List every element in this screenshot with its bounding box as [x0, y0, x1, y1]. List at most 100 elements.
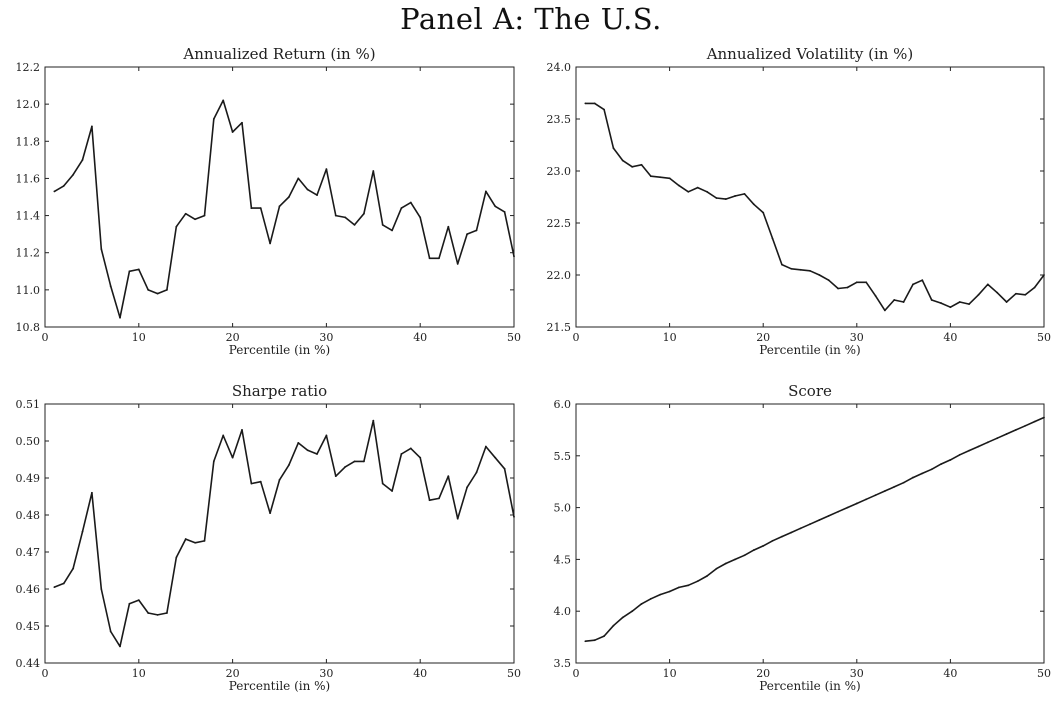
- data-point: [921, 472, 924, 475]
- data-point: [381, 223, 384, 226]
- data-point: [855, 502, 858, 505]
- data-point: [1024, 293, 1027, 296]
- x-axis-label: Percentile (in %): [229, 343, 330, 357]
- x-tick-label: 50: [1037, 667, 1051, 680]
- data-point: [81, 158, 84, 161]
- data-point: [968, 303, 971, 306]
- data-point: [612, 147, 615, 150]
- data-point: [287, 196, 290, 198]
- x-tick-label: 0: [573, 331, 580, 344]
- x-tick-label: 30: [850, 667, 864, 680]
- data-point: [996, 437, 999, 440]
- data-point: [893, 299, 896, 301]
- y-tick-label: 12.0: [16, 98, 41, 111]
- y-tick-label: 21.5: [547, 321, 572, 334]
- y-tick-label: 6.0: [554, 398, 572, 411]
- data-point: [231, 456, 234, 459]
- data-point: [212, 460, 215, 463]
- data-point: [743, 192, 746, 195]
- data-point: [855, 281, 858, 284]
- y-tick-label: 22.0: [547, 269, 572, 282]
- data-point: [456, 262, 459, 265]
- data-point: [344, 466, 347, 468]
- plot-frame: [575, 66, 1045, 328]
- data-point: [128, 602, 131, 605]
- data-point: [893, 485, 896, 488]
- data-point: [865, 281, 868, 284]
- data-point: [912, 476, 914, 479]
- data-point: [584, 102, 587, 105]
- data-point: [269, 242, 272, 245]
- data-point: [175, 556, 178, 559]
- data-point: [724, 562, 727, 565]
- x-tick-label: 10: [663, 667, 677, 680]
- x-tick-label: 0: [42, 667, 49, 680]
- data-point: [968, 449, 971, 452]
- data-point: [503, 210, 506, 213]
- data-point: [513, 255, 515, 258]
- data-point: [147, 288, 150, 291]
- data-point: [818, 274, 821, 276]
- data-point: [771, 539, 774, 542]
- x-tick-label: 10: [663, 331, 677, 344]
- data-point: [940, 302, 942, 304]
- chart-title: Annualized Volatility (in %): [706, 45, 914, 63]
- data-point: [344, 216, 347, 219]
- data-point: [212, 118, 215, 120]
- data-point: [724, 198, 727, 200]
- data-point: [484, 190, 487, 193]
- data-point: [100, 248, 103, 250]
- data-point: [977, 445, 980, 448]
- data-point: [715, 567, 718, 570]
- data-point: [1033, 286, 1036, 289]
- data-point: [743, 554, 746, 557]
- data-point: [603, 635, 605, 637]
- data-point: [659, 593, 662, 596]
- data-point: [166, 612, 168, 614]
- x-tick-label: 0: [573, 667, 580, 680]
- y-tick-label: 0.51: [16, 398, 41, 411]
- data-point: [958, 301, 961, 303]
- data-point: [419, 456, 422, 459]
- y-tick-label: 5.0: [554, 502, 572, 515]
- x-tick-label: 10: [132, 331, 146, 344]
- data-point: [119, 645, 121, 648]
- data-point: [269, 512, 272, 515]
- data-point: [715, 197, 718, 199]
- data-point: [334, 214, 337, 217]
- data-point: [475, 229, 478, 232]
- data-point: [184, 538, 187, 540]
- data-point: [799, 268, 802, 271]
- data-point: [409, 447, 412, 450]
- data-point: [494, 456, 497, 459]
- chart-title: Sharpe ratio: [232, 382, 327, 400]
- data-point: [438, 497, 440, 500]
- data-point: [1024, 424, 1027, 427]
- data-point: [762, 211, 765, 214]
- x-tick-label: 20: [226, 667, 240, 680]
- data-point: [503, 467, 506, 470]
- data-point: [734, 195, 737, 197]
- data-point: [353, 223, 356, 226]
- data-point: [372, 170, 375, 172]
- data-point: [447, 225, 450, 228]
- data-point: [865, 498, 868, 501]
- x-tick-label: 0: [42, 331, 49, 344]
- data-point: [809, 269, 811, 272]
- data-point: [790, 267, 793, 270]
- series-line: [585, 102, 1045, 312]
- data-point: [668, 177, 671, 180]
- data-point: [91, 125, 93, 128]
- y-tick-label: 11.0: [16, 284, 41, 297]
- data-point: [72, 567, 75, 570]
- data-point: [438, 257, 440, 260]
- data-point: [428, 499, 431, 502]
- data-point: [883, 309, 886, 312]
- data-point: [137, 599, 140, 601]
- data-point: [612, 624, 615, 627]
- data-point: [996, 291, 999, 294]
- data-point: [316, 453, 318, 455]
- data-point: [696, 580, 699, 583]
- data-point: [930, 468, 933, 471]
- data-point: [921, 279, 924, 282]
